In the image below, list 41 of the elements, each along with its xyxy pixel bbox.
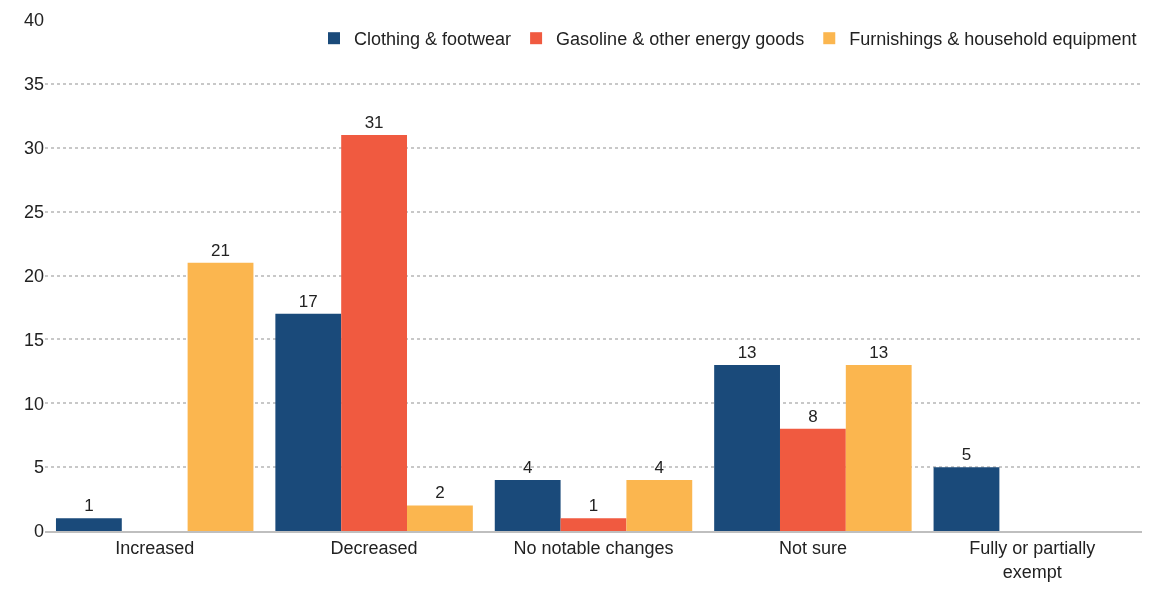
bar (779, 428, 846, 531)
data-label: 13 (737, 342, 757, 362)
data-label: 5 (961, 445, 972, 465)
data-label: 4 (522, 457, 533, 477)
bar (714, 364, 780, 531)
bar (845, 364, 912, 531)
bar (55, 518, 122, 531)
y-tick-label: 10 (23, 393, 44, 414)
legend-label: Furnishings & household equipment (849, 29, 1137, 50)
bar (626, 479, 693, 531)
y-tick-label: 15 (23, 329, 44, 350)
bar (407, 505, 473, 531)
bar (560, 518, 627, 531)
y-tick-label: 20 (23, 265, 44, 286)
data-label: 1 (588, 496, 599, 516)
data-label: 17 (298, 291, 318, 311)
data-label: 4 (654, 457, 665, 477)
data-label: 21 (211, 240, 230, 260)
bar (341, 134, 408, 531)
y-tick-label: 30 (23, 138, 44, 159)
x-tick-label: Increased (115, 538, 195, 559)
data-label: 13 (869, 342, 889, 362)
y-tick-label: 0 (33, 521, 44, 542)
x-tick-label: Fully or partially exempt (969, 538, 1096, 582)
x-tick-label: Decreased (330, 538, 418, 559)
data-label: 1 (84, 496, 94, 516)
legend-label: Gasoline & other energy goods (556, 29, 805, 50)
data-label: 8 (808, 406, 818, 426)
bar (933, 467, 1000, 531)
x-tick-label: No notable changes (513, 538, 674, 559)
data-label: 2 (435, 483, 445, 503)
y-tick-label: 25 (23, 201, 44, 222)
bar (275, 313, 342, 531)
data-label: 31 (364, 112, 384, 132)
legend-label: Clothing & footwear (354, 29, 512, 50)
bar (494, 479, 561, 531)
x-tick-label: Not sure (778, 538, 847, 559)
bar (187, 262, 254, 531)
y-tick-label: 35 (23, 74, 44, 95)
y-tick-label: 40 (23, 10, 44, 31)
y-tick-label: 5 (33, 457, 44, 478)
